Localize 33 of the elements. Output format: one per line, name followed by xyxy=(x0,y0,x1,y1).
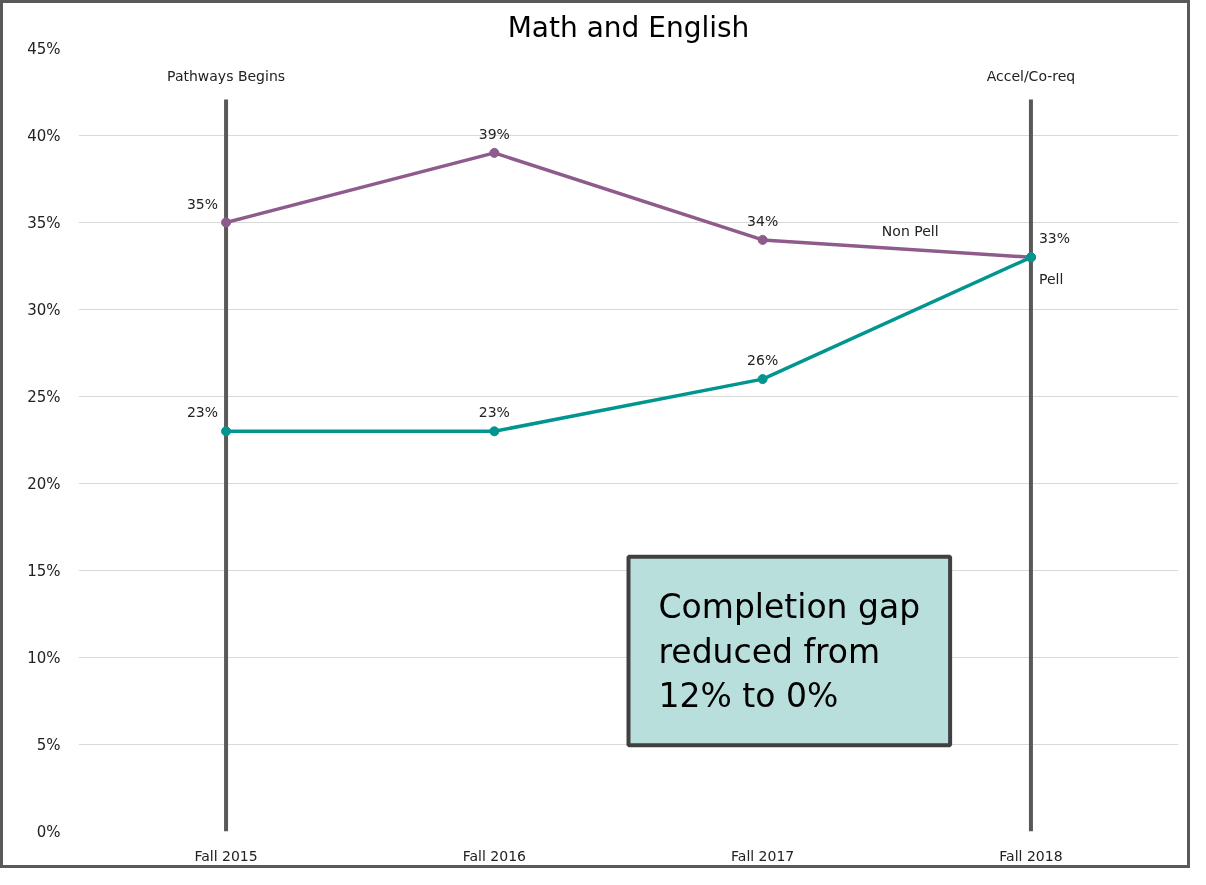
point xyxy=(489,426,500,437)
x-tick-label: Fall 2016 xyxy=(462,847,527,864)
point xyxy=(757,234,768,245)
data-label: 35% xyxy=(186,195,219,212)
x-tick-label: Fall 2018 xyxy=(999,847,1063,864)
y-tick-label: 20% xyxy=(27,474,61,493)
y-tick-label: 15% xyxy=(27,561,61,580)
data-label: 26% xyxy=(747,352,779,369)
data-label: 39% xyxy=(478,125,510,142)
y-tick-label: 30% xyxy=(27,300,61,319)
point xyxy=(489,147,500,158)
y-tick-label: 35% xyxy=(27,213,61,232)
series-label: Non Pell xyxy=(881,222,939,239)
y-tick-label: 5% xyxy=(36,735,61,754)
x-tick-label: Fall 2015 xyxy=(194,847,258,864)
y-tick-label: 45% xyxy=(27,39,61,58)
point xyxy=(221,217,232,228)
x-tick-label: Fall 2017 xyxy=(731,847,795,864)
annotation: Completion gap reduced from 12% to 0% xyxy=(658,586,921,716)
data-label: 23% xyxy=(478,404,510,421)
data-label: 23% xyxy=(186,404,219,421)
data-label: 33% xyxy=(1038,230,1071,247)
y-tick-label: 0% xyxy=(36,822,61,841)
y-tick-label: 40% xyxy=(27,126,61,145)
y-tick-label: 25% xyxy=(27,387,61,406)
chart-title: Math and English xyxy=(507,10,750,44)
series-label: Pell xyxy=(1038,271,1064,288)
point xyxy=(221,426,232,437)
data-label: 34% xyxy=(747,212,779,229)
y-tick-label: 10% xyxy=(27,648,61,667)
point xyxy=(757,374,768,385)
ref-line-label: Pathways Begins xyxy=(167,67,286,84)
ref-line-label: Accel/Co-req xyxy=(986,67,1076,84)
